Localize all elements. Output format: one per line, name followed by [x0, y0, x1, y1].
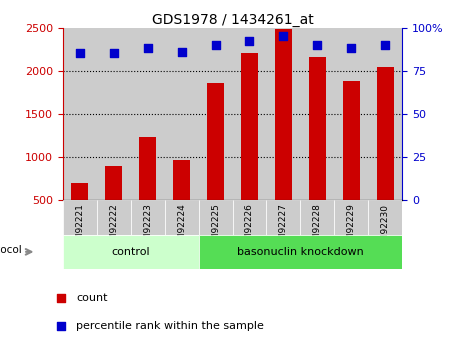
Point — [381, 42, 389, 48]
Point — [313, 42, 321, 48]
Point — [347, 46, 355, 51]
Bar — [199, 28, 232, 200]
Text: GSM92227: GSM92227 — [279, 204, 288, 253]
FancyBboxPatch shape — [232, 200, 266, 235]
Text: GSM92229: GSM92229 — [347, 204, 356, 253]
FancyBboxPatch shape — [63, 200, 97, 235]
FancyBboxPatch shape — [165, 200, 199, 235]
Text: GSM92230: GSM92230 — [381, 204, 390, 253]
Bar — [97, 28, 131, 200]
Bar — [241, 53, 258, 243]
Point — [144, 46, 151, 51]
Bar — [165, 28, 199, 200]
Text: protocol: protocol — [0, 245, 22, 255]
Bar — [368, 28, 402, 200]
Text: GSM92226: GSM92226 — [245, 204, 254, 253]
Point — [58, 295, 65, 301]
Text: control: control — [111, 247, 150, 257]
Bar — [139, 137, 156, 243]
Bar — [232, 28, 266, 200]
Point — [246, 39, 253, 44]
FancyBboxPatch shape — [199, 235, 402, 269]
Text: count: count — [76, 293, 108, 303]
Text: basonuclin knockdown: basonuclin knockdown — [237, 247, 364, 257]
Bar — [105, 166, 122, 243]
Text: GSM92224: GSM92224 — [177, 204, 186, 252]
Bar — [266, 28, 300, 200]
Text: GSM92228: GSM92228 — [313, 204, 322, 253]
Title: GDS1978 / 1434261_at: GDS1978 / 1434261_at — [152, 12, 313, 27]
Point — [58, 323, 65, 329]
Bar — [131, 28, 165, 200]
Text: GSM92221: GSM92221 — [75, 204, 84, 253]
Bar — [343, 81, 360, 243]
Point — [110, 51, 117, 56]
FancyBboxPatch shape — [300, 200, 334, 235]
Text: GSM92223: GSM92223 — [143, 204, 152, 253]
Bar — [63, 28, 97, 200]
Bar — [300, 28, 334, 200]
Point — [212, 42, 219, 48]
Bar — [207, 83, 224, 243]
Point — [76, 51, 83, 56]
Text: GSM92222: GSM92222 — [109, 204, 118, 252]
FancyBboxPatch shape — [334, 200, 368, 235]
Text: GSM92225: GSM92225 — [211, 204, 220, 253]
Bar — [309, 57, 326, 243]
FancyBboxPatch shape — [63, 235, 199, 269]
Point — [279, 33, 287, 39]
Bar — [71, 183, 88, 243]
Bar — [334, 28, 368, 200]
FancyBboxPatch shape — [368, 200, 402, 235]
Text: percentile rank within the sample: percentile rank within the sample — [76, 321, 264, 331]
FancyBboxPatch shape — [266, 200, 300, 235]
Bar — [377, 67, 394, 243]
FancyBboxPatch shape — [97, 200, 131, 235]
FancyBboxPatch shape — [131, 200, 165, 235]
FancyBboxPatch shape — [199, 200, 232, 235]
Bar — [173, 160, 190, 243]
Point — [178, 49, 185, 55]
Bar — [275, 29, 292, 243]
